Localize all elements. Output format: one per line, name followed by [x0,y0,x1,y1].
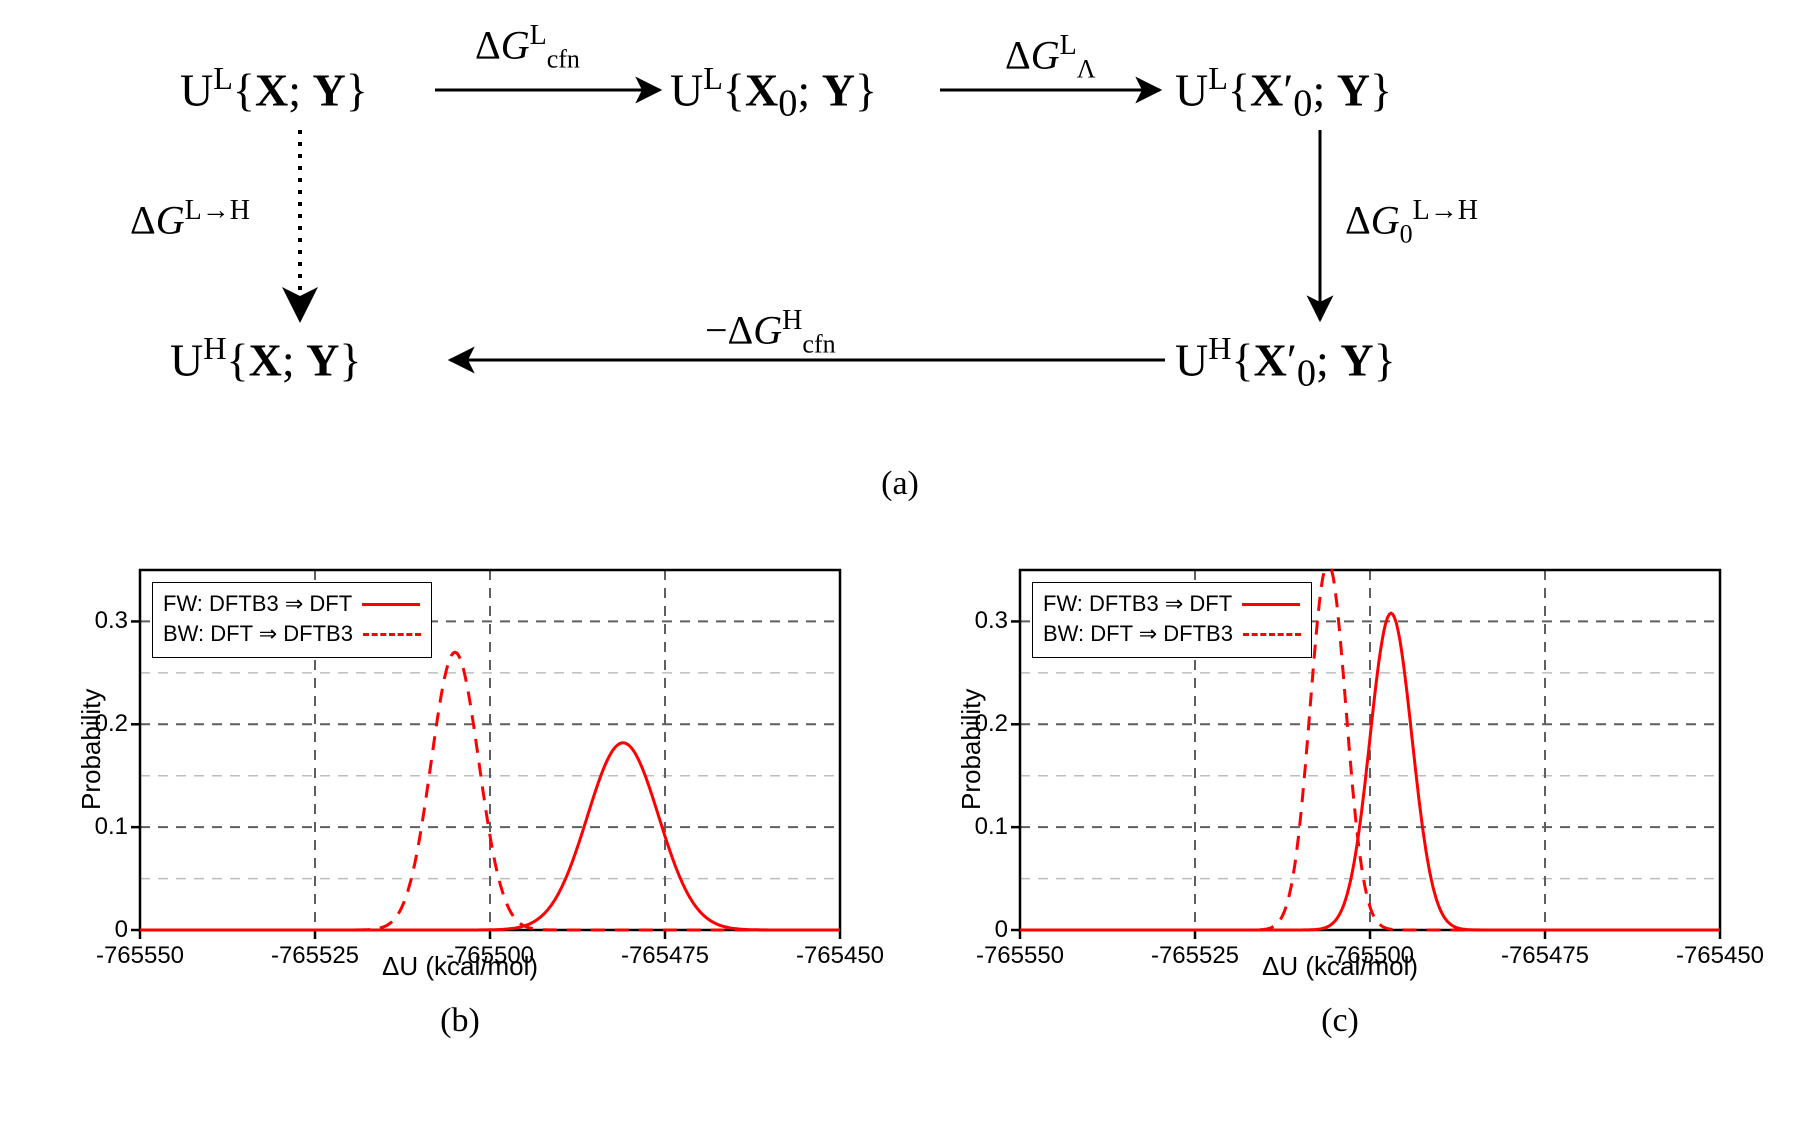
panel-label-a: (a) [0,465,1800,503]
legend-row-bw: BW: DFT ⇒ DFTB3 [163,619,421,649]
edge-label-bottom: −ΔGHcfn [705,305,836,359]
edge-label-left: ΔGL→H [130,195,250,243]
thermodynamic-cycle-diagram: UL{X; Y} UL{X0; Y} UL{X′0; Y} UH{X; Y} U… [150,20,1650,450]
edge-label-top1: ΔGLcfn [475,20,580,74]
legend-label-bw: BW: DFT ⇒ DFTB3 [1043,621,1233,647]
legend: FW: DFTB3 ⇒ DFT BW: DFT ⇒ DFTB3 [152,582,432,658]
legend-label-fw: FW: DFTB3 ⇒ DFT [1043,591,1232,617]
plot-c: -765550-765525-765500-765475-76545000.10… [930,560,1750,1040]
xlabel: ΔU (kcal/mol) [930,951,1750,982]
node-UH-X0pY: UH{X′0; Y} [1175,330,1396,396]
node-UH-XY: UH{X; Y} [170,330,361,386]
legend-label-fw: FW: DFTB3 ⇒ DFT [163,591,352,617]
node-UL-XY: UL{X; Y} [180,60,368,116]
legend-swatch-solid [362,603,420,606]
legend-row-bw: BW: DFT ⇒ DFTB3 [1043,619,1301,649]
legend-swatch-dashed [1243,633,1301,636]
edge-label-top2: ΔGLΛ [1005,30,1096,84]
node-UL-X0Y: UL{X0; Y} [670,60,877,126]
ylabel: Probability [956,689,987,810]
ytick-label: 0 [960,916,1008,944]
panel-label: (b) [50,1002,870,1040]
plot-b: -765550-765525-765500-765475-76545000.10… [50,560,870,1040]
panel-label: (c) [930,1002,1750,1040]
legend-row-fw: FW: DFTB3 ⇒ DFT [163,589,421,619]
legend-swatch-solid [1242,603,1300,606]
ylabel: Probability [76,689,107,810]
ytick-label: 0.1 [960,813,1008,841]
legend-label-bw: BW: DFT ⇒ DFTB3 [163,621,353,647]
legend-row-fw: FW: DFTB3 ⇒ DFT [1043,589,1301,619]
edge-label-right: ΔG0L→H [1345,195,1478,249]
ytick-label: 0.3 [80,607,128,635]
legend: FW: DFTB3 ⇒ DFT BW: DFT ⇒ DFTB3 [1032,582,1312,658]
xlabel: ΔU (kcal/mol) [50,951,870,982]
legend-swatch-dashed [363,633,421,636]
ytick-label: 0 [80,916,128,944]
node-UL-X0pY: UL{X′0; Y} [1175,60,1392,126]
ytick-label: 0.3 [960,607,1008,635]
ytick-label: 0.1 [80,813,128,841]
